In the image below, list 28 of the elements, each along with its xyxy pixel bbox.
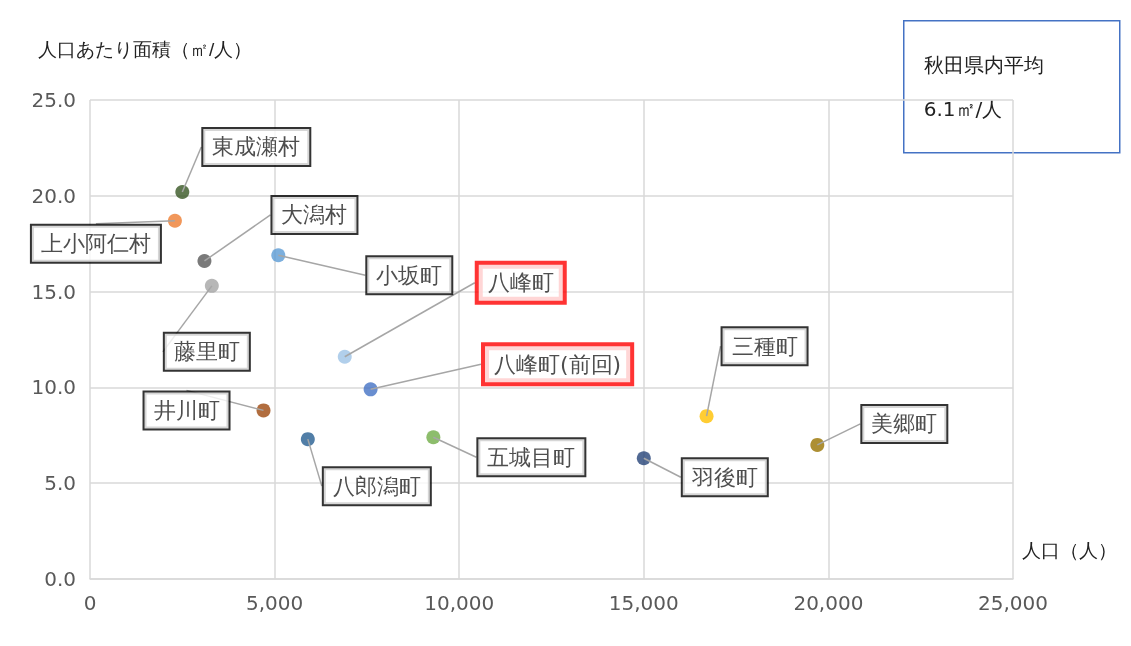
annotation: 八峰町 — [487, 270, 554, 296]
annotation: 東成瀬村 — [212, 134, 301, 160]
annotation: 五城目町 — [487, 444, 576, 470]
x-tick-label: 5,000 — [245, 591, 304, 615]
y-tick-label: 25.0 — [31, 88, 76, 112]
x-tick-label: 0 — [83, 591, 97, 615]
y-tick-label: 15.0 — [31, 279, 76, 304]
y-axis-title: 人口あたり面積（㎡/人） — [38, 39, 253, 60]
y-tick-label: 0.0 — [44, 567, 76, 591]
annotation: 藤里町 — [173, 339, 240, 365]
annotation: 上小阿仁村 — [40, 231, 151, 257]
annotation: 三種町 — [731, 333, 798, 359]
y-tick-label: 20.0 — [31, 183, 76, 208]
x-tick-label: 15,000 — [608, 591, 679, 615]
annotation: 八郎潟町 — [332, 473, 421, 499]
annotation: 美郷町 — [871, 411, 938, 437]
x-tick-label: 25,000 — [978, 591, 1048, 615]
x-tick-label: 20,000 — [793, 591, 864, 615]
annotation: 羽後町 — [690, 464, 758, 490]
annotation: 大潟村 — [281, 202, 348, 228]
y-tick-label: 10.0 — [31, 375, 76, 400]
y-tick-label: 5.0 — [44, 471, 76, 496]
annotation: 井川町 — [153, 397, 220, 423]
x-axis-title: 人口（人） — [1022, 538, 1117, 561]
annotation: 小坂町 — [376, 262, 443, 288]
annotation: 八峰町(前回) — [494, 351, 622, 377]
x-tick-label: 10,000 — [424, 591, 495, 615]
annotation: 秋田県内平均 6.1㎡/人 — [923, 52, 1044, 121]
